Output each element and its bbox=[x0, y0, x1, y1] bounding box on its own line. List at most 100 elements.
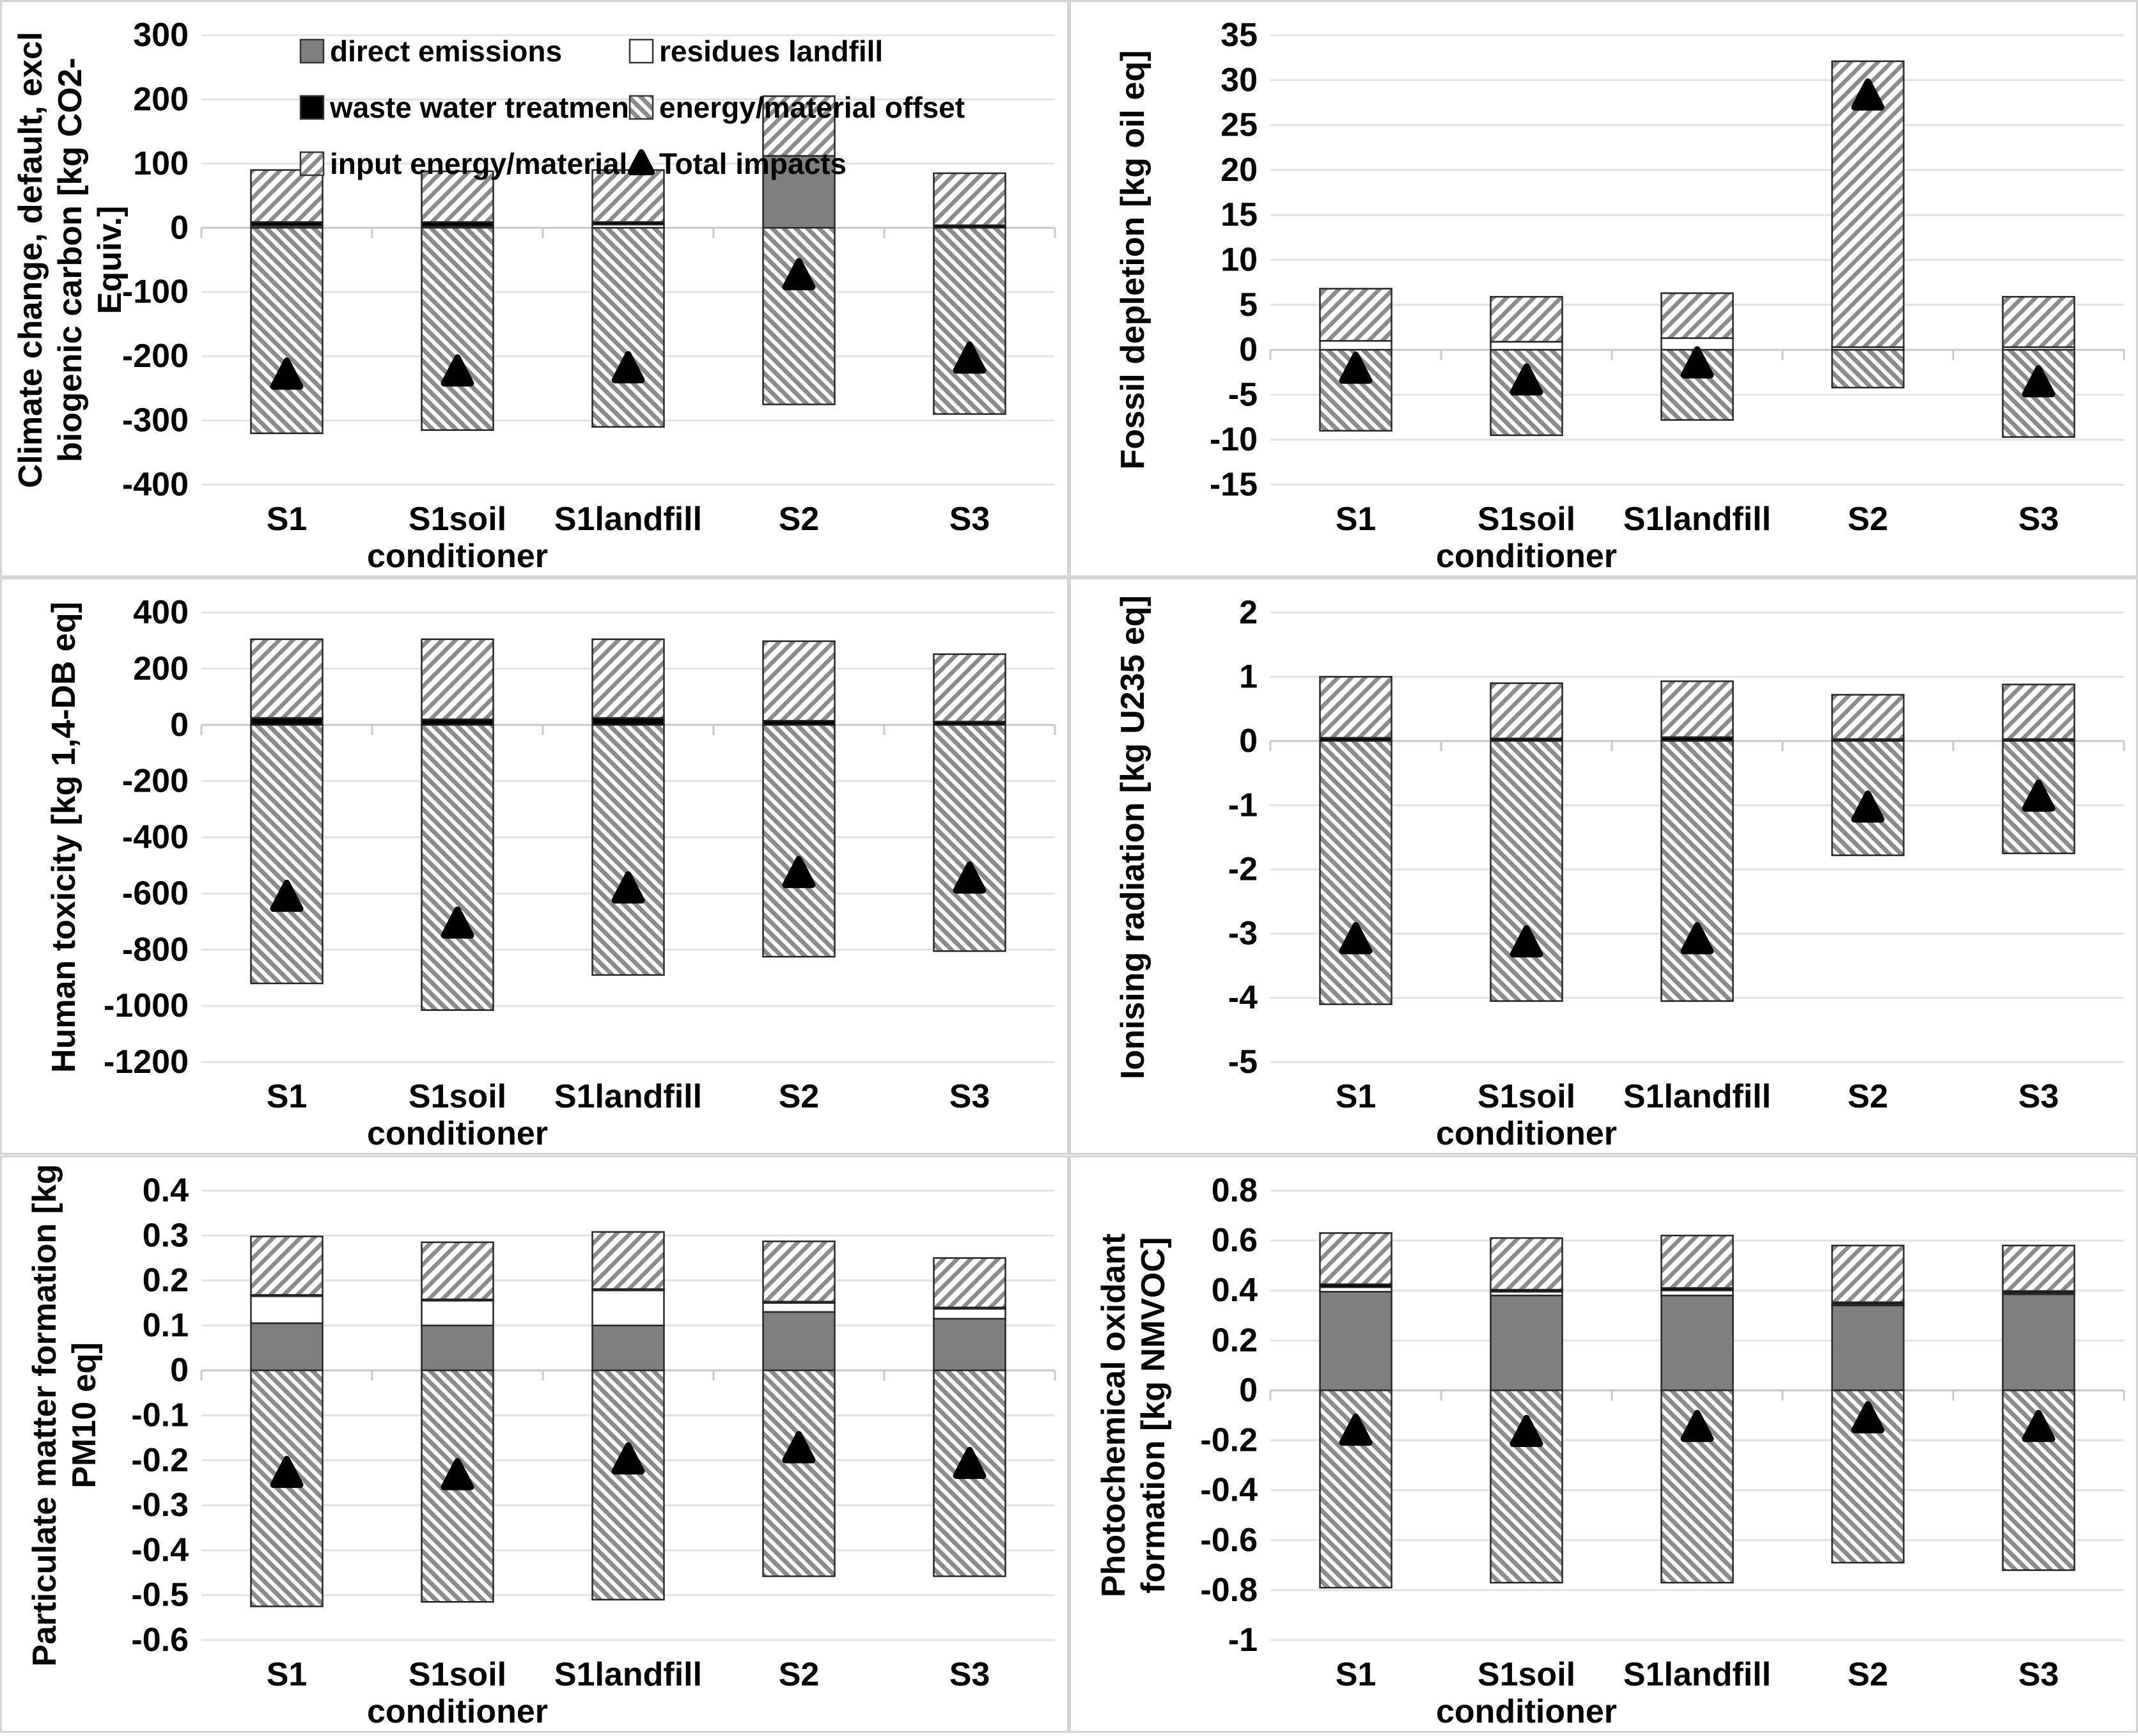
y-tick-label: 0 bbox=[170, 1352, 189, 1389]
y-axis-label: PM10 eq] bbox=[66, 1342, 103, 1488]
y-tick-label: -15 bbox=[1210, 466, 1258, 503]
y-tick-label: -0.3 bbox=[131, 1487, 189, 1524]
y-tick-label: 15 bbox=[1221, 196, 1258, 233]
bar-segment-offset bbox=[1660, 740, 1734, 1002]
y-tick-label: 200 bbox=[133, 650, 189, 687]
panel-ionising-radiation: 2 1 0 -1 -2 -3 -4 -5 S1 S1soil conditioner S1landfi… bbox=[1069, 577, 2138, 1155]
legend-label: input energy/material bbox=[330, 147, 627, 180]
y-axis-label-line: PM10 eq] bbox=[66, 1342, 103, 1488]
bar-segment-input bbox=[591, 1231, 665, 1290]
bar-segment-direct bbox=[591, 1324, 665, 1372]
category-label: conditioner bbox=[1436, 538, 1617, 575]
bar-segment-direct bbox=[1660, 1294, 1734, 1391]
bar-segment-input bbox=[933, 172, 1006, 226]
legend-total-impacts-marker bbox=[628, 149, 655, 176]
total-impacts-marker bbox=[441, 354, 474, 387]
panel-photochemical-oxidant: 0.8 0.6 0.4 0.2 0 -0.2 -0.4 -0.6 -0.8 -1 S1 S1soil c… bbox=[1069, 1155, 2138, 1733]
legend-swatch-wwt bbox=[299, 95, 325, 120]
legend-label: Total impacts bbox=[659, 147, 847, 180]
y-tick-label: 0.2 bbox=[1212, 1322, 1258, 1359]
category-label: S1soil bbox=[1478, 501, 1575, 538]
y-axis-label-line: Climate change, default, excl bbox=[12, 32, 49, 489]
bar-segment-input bbox=[1831, 694, 1905, 740]
total-impacts-marker bbox=[1510, 363, 1543, 396]
bar-segment-residues bbox=[250, 1295, 324, 1324]
bar-segment-input bbox=[1319, 1232, 1393, 1285]
bar-segment-offset bbox=[1490, 740, 1563, 1002]
total-impacts-marker bbox=[270, 1455, 304, 1489]
bar-segment-input bbox=[1831, 1244, 1905, 1303]
bar-segment-offset bbox=[591, 724, 665, 976]
y-tick-label: -1 bbox=[1228, 1622, 1258, 1659]
total-impacts-marker bbox=[441, 1458, 474, 1490]
bar-segment-direct bbox=[1831, 1304, 1905, 1391]
y-tick-label: -0.2 bbox=[131, 1442, 189, 1479]
bar-segment-residues bbox=[591, 1289, 665, 1327]
bar-segment-direct bbox=[762, 155, 836, 229]
y-tick-label: 0.1 bbox=[143, 1307, 189, 1344]
y-axis-label: Fossil depletion [kg oil eq] bbox=[1114, 51, 1151, 470]
total-impacts-marker bbox=[953, 341, 987, 374]
y-tick-label: 0.3 bbox=[143, 1217, 189, 1254]
chart-ionising-radiation: 2 1 0 -1 -2 -3 -4 -5 S1 S1soilconditionerS1landfi… bbox=[1069, 577, 2138, 1155]
y-tick-label: 0 bbox=[1239, 723, 1258, 760]
bar-segment-input bbox=[1660, 292, 1734, 340]
legend-label: residues landfill bbox=[659, 35, 883, 68]
bar-segment-offset bbox=[1831, 348, 1905, 389]
y-tick-label: -0.4 bbox=[131, 1531, 189, 1568]
category-label: conditioner bbox=[1436, 1693, 1617, 1730]
y-tick-label: 0.8 bbox=[1212, 1172, 1258, 1209]
category-label: S3 bbox=[949, 1078, 990, 1115]
total-impacts-marker bbox=[270, 879, 304, 912]
category-label: S3 bbox=[2018, 1656, 2059, 1693]
y-tick-label: 400 bbox=[133, 594, 189, 631]
bar-segment-input bbox=[1490, 295, 1563, 343]
total-impacts-marker bbox=[1851, 790, 1885, 823]
y-tick-label: -400 bbox=[122, 819, 189, 856]
chart-fossil-depletion: 35 30 25 20 15 10 5 0 -5 -10 -15 S1 S1soilconditione… bbox=[1069, 0, 2138, 577]
category-label: S1landfill bbox=[1623, 1656, 1771, 1693]
category-label: S1soil bbox=[1478, 1656, 1575, 1693]
bar-segment-input bbox=[762, 95, 836, 157]
bar-segment-offset bbox=[933, 227, 1006, 415]
total-impacts-marker bbox=[1339, 922, 1373, 955]
y-axis-label: biogenic carbon [kg CO2- bbox=[52, 58, 89, 462]
y-tick-label: -800 bbox=[122, 931, 189, 968]
y-tick-label: 20 bbox=[1221, 152, 1258, 189]
panel-border bbox=[1069, 1155, 2138, 1733]
chart-climate-change: 300 200 100 0 -100 -200 -300 -400 S1 S1soilcondit… bbox=[0, 0, 1069, 577]
panel-human-toxicity: 400 200 0 -200 -400 -600 -800 -1000 -1200 S1 S1soi… bbox=[0, 577, 1069, 1155]
y-tick-label: -0.5 bbox=[131, 1577, 189, 1614]
total-impacts-marker bbox=[953, 1446, 987, 1480]
y-tick-label: -1 bbox=[1228, 786, 1258, 824]
y-axis-label: Equiv.] bbox=[91, 206, 129, 314]
bar-segment-direct bbox=[421, 1324, 494, 1372]
category-label: S1soil bbox=[1478, 1078, 1575, 1115]
y-tick-label: 25 bbox=[1221, 107, 1258, 144]
total-impacts-marker bbox=[270, 357, 304, 390]
total-impacts-marker bbox=[1339, 1413, 1373, 1446]
bar-segment-input bbox=[1490, 1237, 1563, 1291]
bar-segment-residues bbox=[1319, 340, 1393, 351]
bar-segment-offset bbox=[762, 227, 836, 405]
y-axis-label: Particulate matter formation [kg bbox=[26, 1164, 63, 1667]
category-label: S1 bbox=[1336, 1656, 1377, 1693]
category-label: S1landfill bbox=[1623, 1078, 1771, 1115]
bar-segment-input bbox=[2002, 295, 2075, 348]
bar-segment-input bbox=[933, 1257, 1006, 1309]
category-label: conditioner bbox=[367, 538, 548, 575]
bar-segment-wwt bbox=[250, 717, 324, 726]
y-tick-label: 30 bbox=[1221, 61, 1258, 98]
y-tick-label: -400 bbox=[122, 466, 189, 503]
total-impacts-marker bbox=[441, 906, 474, 939]
total-impacts-marker bbox=[611, 1442, 645, 1475]
y-tick-label: 0.4 bbox=[1212, 1272, 1258, 1309]
total-impacts-marker bbox=[611, 351, 645, 384]
y-tick-label: -0.6 bbox=[1200, 1522, 1258, 1559]
bar-segment-offset bbox=[250, 1369, 324, 1607]
bar-segment-input bbox=[591, 638, 665, 719]
bar-segment-input bbox=[591, 169, 665, 223]
total-impacts-marker bbox=[1680, 922, 1714, 955]
category-label: S1landfill bbox=[554, 501, 702, 538]
